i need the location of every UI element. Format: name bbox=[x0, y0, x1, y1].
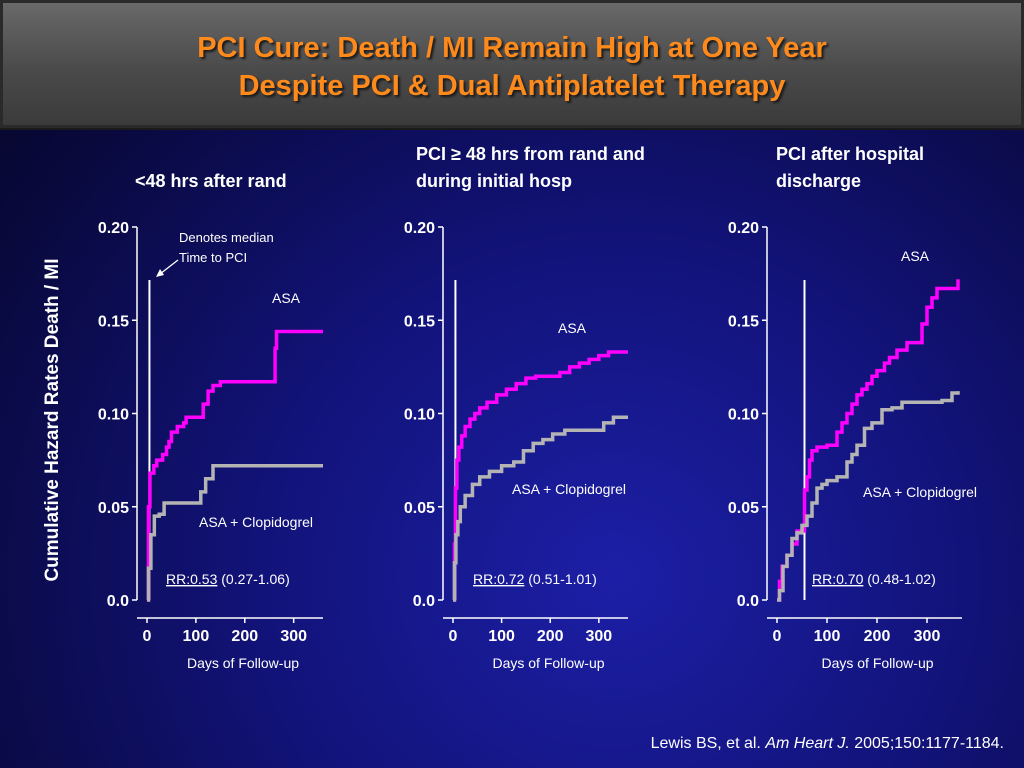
x-tick-label: 300 bbox=[280, 628, 307, 645]
x-tick-label: 0 bbox=[773, 628, 782, 645]
citation: Lewis BS, et al. Am Heart J. 2005;150:11… bbox=[651, 735, 1004, 753]
chart-panel-2: PCI ≥ 48 hrs from rand and during initial… bbox=[404, 144, 645, 671]
relative-risk-label: RR:0.72 (0.51-1.01) bbox=[473, 571, 597, 587]
y-tick-label: 0.0 bbox=[737, 593, 759, 610]
annotation-line-1: Denotes median bbox=[179, 230, 274, 245]
citation-authors: Lewis BS, et al. bbox=[650, 735, 766, 752]
panel-title-line: <48 hrs after rand bbox=[135, 171, 287, 191]
asa-series-line bbox=[777, 279, 960, 602]
x-axis-label: Days of Follow-up bbox=[492, 655, 604, 671]
x-tick-label: 0 bbox=[143, 628, 152, 645]
citation-journal: Am Heart J. bbox=[765, 735, 850, 752]
x-tick-label: 200 bbox=[231, 628, 258, 645]
annotation-arrow-line bbox=[159, 259, 179, 275]
clopidogrel-series-line bbox=[777, 391, 960, 602]
asa-series-line bbox=[146, 329, 323, 602]
x-axis-label: Days of Follow-up bbox=[821, 655, 933, 671]
clopidogrel-series-line bbox=[146, 463, 323, 602]
y-tick-label: 0.05 bbox=[404, 500, 435, 517]
panel-title-line: discharge bbox=[776, 171, 861, 191]
rr-value: RR:0.72 bbox=[473, 571, 525, 587]
y-tick-label: 0.05 bbox=[728, 500, 759, 517]
y-tick-label: 0.10 bbox=[98, 407, 129, 424]
asa-series-line bbox=[452, 350, 628, 602]
y-tick-label: 0.0 bbox=[413, 593, 435, 610]
panel-title-line: PCI after hospital bbox=[776, 144, 924, 164]
x-tick-label: 100 bbox=[183, 628, 210, 645]
y-tick-label: 0.15 bbox=[404, 313, 435, 330]
rr-confidence-interval: (0.27-1.06) bbox=[217, 571, 289, 587]
annotation-line-2: Time to PCI bbox=[179, 250, 247, 265]
chart-panel-3: PCI after hospital discharge 0.20 0.15 0.10 0… bbox=[728, 144, 977, 671]
panel-title-line: during initial hosp bbox=[416, 171, 572, 191]
rr-confidence-interval: (0.48-1.02) bbox=[863, 571, 935, 587]
relative-risk-label: RR:0.70 (0.48-1.02) bbox=[812, 571, 936, 587]
y-tick-label: 0.0 bbox=[107, 593, 129, 610]
x-tick-label: 200 bbox=[864, 628, 891, 645]
asa-series-label: ASA bbox=[901, 248, 930, 264]
clopidogrel-series-line bbox=[452, 415, 628, 602]
rr-value: RR:0.53 bbox=[166, 571, 218, 587]
y-tick-label: 0.15 bbox=[98, 313, 129, 330]
chart-panel-1: <48 hrs after rand 0.20 0.15 0.10 0.05 0.0 0 10… bbox=[98, 171, 323, 671]
y-tick-label: 0.10 bbox=[728, 407, 759, 424]
asa-series-label: ASA bbox=[272, 290, 301, 306]
x-axis-label: Days of Follow-up bbox=[187, 655, 299, 671]
y-tick-label: 0.15 bbox=[728, 313, 759, 330]
citation-details: 2005;150:1177-1184. bbox=[849, 735, 1004, 752]
x-tick-label: 300 bbox=[914, 628, 941, 645]
annotation-arrow-head bbox=[156, 269, 164, 277]
slide-title-line-1: PCI Cure: Death / MI Remain High at One … bbox=[197, 32, 827, 64]
x-tick-label: 100 bbox=[488, 628, 515, 645]
title-banner: PCI Cure: Death / MI Remain High at One … bbox=[0, 0, 1024, 130]
x-tick-label: 300 bbox=[585, 628, 612, 645]
x-tick-label: 0 bbox=[449, 628, 458, 645]
rr-confidence-interval: (0.51-1.01) bbox=[524, 571, 596, 587]
y-tick-label: 0.05 bbox=[98, 500, 129, 517]
y-axis-label: Cumulative Hazard Rates Death / MI bbox=[42, 258, 63, 581]
clopidogrel-series-label: ASA + Clopidogrel bbox=[512, 481, 626, 497]
clopidogrel-series-label: ASA + Clopidogrel bbox=[199, 514, 313, 530]
y-tick-label: 0.20 bbox=[404, 220, 435, 237]
asa-series-label: ASA bbox=[558, 320, 587, 336]
y-tick-label: 0.20 bbox=[98, 220, 129, 237]
y-tick-label: 0.20 bbox=[728, 220, 759, 237]
slide-title-line-2: Despite PCI & Dual Antiplatelet Therapy bbox=[238, 70, 786, 102]
x-tick-label: 200 bbox=[537, 628, 564, 645]
relative-risk-label: RR:0.53 (0.27-1.06) bbox=[166, 571, 290, 587]
clopidogrel-series-label: ASA + Clopidogrel bbox=[863, 484, 977, 500]
x-tick-label: 100 bbox=[814, 628, 841, 645]
panel-title-line: PCI ≥ 48 hrs from rand and bbox=[416, 144, 645, 164]
rr-value: RR:0.70 bbox=[812, 571, 864, 587]
y-tick-label: 0.10 bbox=[404, 407, 435, 424]
